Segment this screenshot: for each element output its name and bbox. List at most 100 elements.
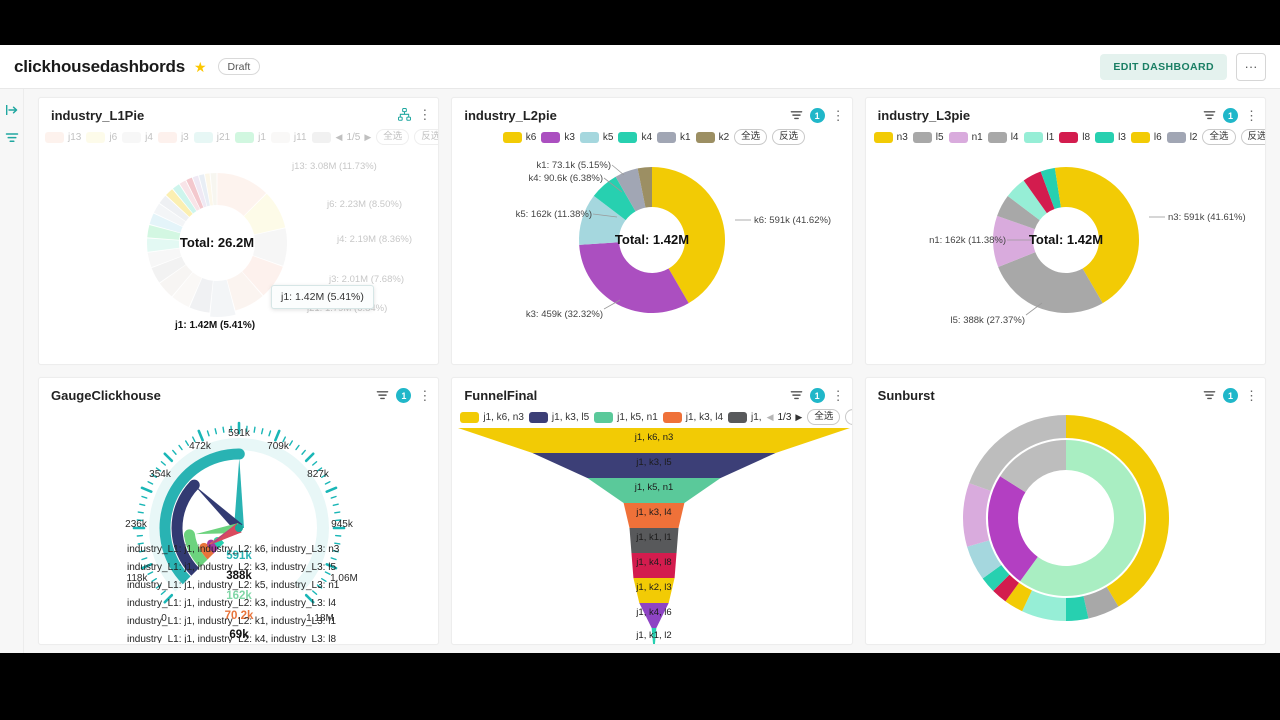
legend-item[interactable]: j1, — [728, 411, 762, 423]
chart-segment[interactable] — [147, 238, 180, 252]
chart-segment[interactable] — [147, 224, 181, 240]
chart-segment[interactable] — [1054, 167, 1066, 208]
dashboard-more-button[interactable]: ··· — [1236, 52, 1266, 81]
chart-segment[interactable] — [1007, 180, 1047, 221]
legend-next-button[interactable]: ▶ — [795, 411, 803, 422]
chart-segment[interactable] — [629, 528, 679, 553]
sunburst-chart[interactable] — [866, 403, 1265, 644]
legend-next-button[interactable]: ▶ — [364, 131, 372, 142]
chart-segment[interactable] — [1040, 167, 1061, 210]
legend-item[interactable]: l2 — [1166, 131, 1197, 143]
chart-segment[interactable] — [1065, 415, 1169, 607]
hierarchy-icon[interactable] — [398, 108, 412, 121]
chart-segment[interactable] — [587, 478, 721, 503]
chart-segment[interactable] — [999, 440, 1066, 493]
chart-segment[interactable] — [227, 271, 263, 311]
funnel-chart[interactable]: j1, k6, n3 j1, k3, l5 j1, k5, n1 j1, k3,… — [452, 425, 851, 645]
filter-icon[interactable] — [376, 389, 389, 402]
chart-segment[interactable] — [159, 264, 193, 297]
legend-prev-button[interactable]: ◀ — [766, 411, 774, 422]
chart-segment[interactable] — [987, 476, 1038, 582]
legend-item[interactable]: k4 — [618, 131, 652, 143]
legend-item[interactable]: j1, k6, n3 — [460, 411, 524, 423]
legend-prev-button[interactable]: ◀ — [335, 131, 343, 142]
legend-item[interactable]: j6 — [86, 131, 117, 143]
expand-panel-icon[interactable] — [5, 103, 19, 117]
legend-item[interactable]: l6 — [1130, 131, 1162, 143]
chart-segment[interactable] — [244, 193, 286, 235]
chart-segment[interactable] — [210, 279, 236, 317]
chart-segment[interactable] — [172, 272, 202, 308]
filter-icon[interactable] — [1203, 389, 1216, 402]
chart-segment[interactable] — [210, 173, 217, 206]
pie-chart-l2[interactable]: Total: 1.42M k6: 591k (41.62%) k3: 459k … — [452, 145, 851, 364]
legend-item[interactable]: k5 — [579, 131, 613, 143]
chart-segment[interactable] — [962, 483, 991, 547]
chart-segment[interactable] — [1005, 582, 1032, 612]
chart-segment[interactable] — [147, 248, 182, 268]
chart-segment[interactable] — [242, 255, 283, 296]
legend-item[interactable]: j3 — [157, 131, 189, 143]
chart-segment[interactable] — [166, 189, 193, 217]
chart-segment[interactable] — [458, 428, 851, 453]
chart-segment[interactable] — [1065, 167, 1139, 304]
chart-segment[interactable] — [189, 277, 213, 313]
invert-selection-button[interactable]: 反选 — [845, 409, 852, 425]
legend-item[interactable]: j11 — [270, 131, 307, 143]
chart-segment[interactable] — [532, 453, 776, 478]
select-all-button[interactable]: 全选 — [376, 129, 410, 145]
legend-item[interactable]: l5 — [912, 131, 944, 143]
chart-segment[interactable] — [204, 173, 213, 206]
pie-chart-l1[interactable]: Total: 26.2M j13: 3.08M (11.73%) j6: 2.2… — [39, 145, 438, 364]
gauge-chart[interactable]: 591k 472k 709k 354k 827k 236k 945k 118k … — [39, 403, 438, 644]
chart-segment[interactable] — [579, 195, 627, 245]
chart-segment[interactable] — [968, 415, 1066, 491]
chart-segment[interactable] — [992, 574, 1019, 602]
chart-segment[interactable] — [217, 173, 267, 216]
chart-segment[interactable] — [192, 175, 207, 208]
chart-segment[interactable] — [996, 195, 1040, 230]
chart-segment[interactable] — [594, 176, 636, 221]
legend-item[interactable]: k6 — [502, 131, 536, 143]
legend-item[interactable]: n3 — [873, 131, 908, 143]
chart-segment[interactable] — [1023, 171, 1055, 214]
legend-item[interactable]: j1, k5, n1 — [594, 411, 658, 423]
kebab-menu-icon[interactable]: ⋮ — [1245, 387, 1258, 403]
chart-segment[interactable] — [637, 167, 653, 208]
chart-segment[interactable] — [184, 534, 208, 568]
chart-segment[interactable] — [1019, 440, 1144, 596]
chart-segment[interactable] — [992, 215, 1035, 267]
kebab-menu-icon[interactable]: ⋮ — [418, 106, 432, 122]
gauge-needle[interactable] — [194, 485, 243, 532]
filter-icon[interactable] — [790, 109, 803, 122]
chart-segment[interactable] — [966, 540, 1001, 579]
legend-item[interactable] — [311, 131, 331, 143]
invert-selection-button[interactable]: 反选 — [414, 129, 439, 145]
chart-segment[interactable] — [651, 628, 657, 645]
filter-icon[interactable] — [5, 131, 19, 145]
chart-segment[interactable] — [639, 603, 670, 628]
chart-segment[interactable] — [179, 180, 200, 211]
star-icon[interactable]: ★ — [193, 58, 207, 75]
legend-item[interactable]: j13 — [45, 131, 81, 143]
legend-item[interactable]: k1 — [657, 131, 691, 143]
invert-selection-button[interactable]: 反选 — [1240, 129, 1265, 145]
legend-item[interactable]: l8 — [1059, 131, 1090, 143]
chart-segment[interactable] — [652, 167, 726, 304]
select-all-button[interactable]: 全选 — [807, 409, 841, 425]
chart-segment[interactable] — [186, 177, 204, 209]
legend-item[interactable]: j1, k3, l5 — [528, 411, 589, 423]
chart-segment[interactable] — [1021, 590, 1066, 621]
kebab-menu-icon[interactable]: ⋮ — [831, 107, 845, 123]
chart-segment[interactable] — [252, 228, 287, 266]
legend-item[interactable]: j21 — [193, 131, 230, 143]
chart-segment[interactable] — [579, 242, 690, 313]
kebab-menu-icon[interactable]: ⋮ — [418, 387, 432, 403]
filter-icon[interactable] — [790, 389, 803, 402]
legend-item[interactable]: j4 — [122, 131, 153, 143]
chart-segment[interactable] — [149, 213, 183, 233]
select-all-button[interactable]: 全选 — [734, 129, 768, 145]
chart-segment[interactable] — [149, 438, 330, 592]
legend-item[interactable]: j1 — [235, 131, 266, 143]
chart-segment[interactable] — [982, 565, 1010, 591]
